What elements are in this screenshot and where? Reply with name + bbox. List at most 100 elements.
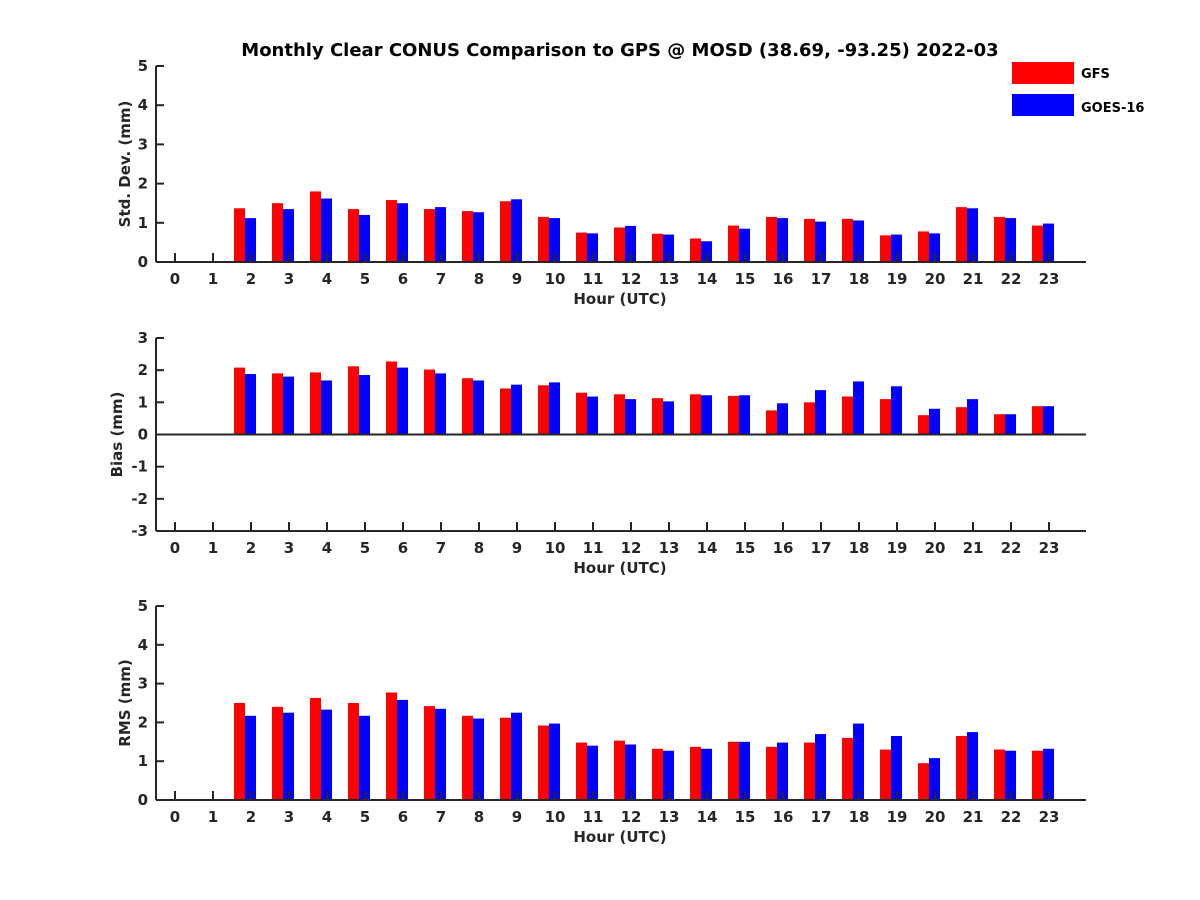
x-tick-label: 13 <box>659 808 680 826</box>
bias-y-axis-label: Bias (mm) <box>108 392 126 478</box>
x-tick-label: 7 <box>436 539 446 557</box>
rms-bar-goes16-hour-18 <box>891 735 902 800</box>
y-tick-label: -3 <box>131 522 148 540</box>
x-tick-label: 17 <box>811 808 832 826</box>
rms-bar-gfs-hour-7 <box>462 715 473 800</box>
x-tick-label: 3 <box>284 539 294 557</box>
std-dev-bar-goes16-hour-11 <box>625 225 636 262</box>
x-tick-label: 2 <box>246 808 256 826</box>
bias-bar-gfs-hour-13 <box>690 394 701 435</box>
x-tick-label: 19 <box>887 808 908 826</box>
std-dev-bar-goes16-hour-13 <box>701 241 712 262</box>
bias-bar-goes16-hour-2 <box>283 376 294 435</box>
y-tick-label: 2 <box>138 713 148 731</box>
std-dev-bar-goes16-hour-18 <box>891 234 902 262</box>
rms-bar-gfs-hour-5 <box>386 692 397 800</box>
x-tick-label: 17 <box>811 270 832 288</box>
std-dev-bar-goes16-hour-8 <box>511 199 522 262</box>
rms-bar-gfs-hour-3 <box>310 697 321 800</box>
x-tick-label: 8 <box>474 270 484 288</box>
bias-bar-gfs-hour-7 <box>462 378 473 435</box>
std-dev-bar-gfs-hour-13 <box>690 238 701 262</box>
std-dev-bar-goes16-hour-4 <box>359 214 370 262</box>
std-dev-bar-goes16-hour-21 <box>1005 218 1016 262</box>
x-tick-label: 4 <box>322 270 332 288</box>
x-tick-label: 1 <box>208 808 218 826</box>
x-tick-label: 17 <box>811 539 832 557</box>
x-tick-label: 8 <box>474 808 484 826</box>
bias-bar-goes16-hour-21 <box>1005 414 1016 435</box>
bias-bar-goes16-hour-3 <box>321 380 332 435</box>
std-dev-bar-gfs-hour-18 <box>880 235 891 262</box>
x-tick-label: 13 <box>659 270 680 288</box>
x-tick-label: 21 <box>963 808 984 826</box>
x-tick-label: 5 <box>360 270 370 288</box>
chart-title: Monthly Clear CONUS Comparison to GPS @ … <box>241 40 998 61</box>
x-tick-label: 6 <box>398 539 408 557</box>
std-dev-y-axis-label: Std. Dev. (mm) <box>116 101 134 228</box>
std-dev-bar-gfs-hour-10 <box>576 232 587 262</box>
bias-bar-gfs-hour-12 <box>652 398 663 435</box>
rms-bar-goes16-hour-11 <box>625 744 636 800</box>
bias-bar-goes16-hour-1 <box>245 374 256 435</box>
std-dev-bar-gfs-hour-12 <box>652 233 663 262</box>
x-tick-label: 10 <box>545 808 566 826</box>
bias-bar-gfs-hour-11 <box>614 394 625 435</box>
rms-bar-gfs-hour-22 <box>1032 750 1043 800</box>
bias-bar-goes16-hour-20 <box>967 399 978 435</box>
std-dev-bar-goes16-hour-12 <box>663 234 674 262</box>
x-tick-label: 23 <box>1039 539 1060 557</box>
rms-bar-gfs-hour-6 <box>424 706 435 800</box>
std-dev-bar-gfs-hour-14 <box>728 225 739 262</box>
bias-bar-goes16-hour-6 <box>435 373 446 435</box>
x-tick-label: 19 <box>887 270 908 288</box>
x-tick-label: 18 <box>849 539 870 557</box>
rms-bar-goes16-hour-7 <box>473 718 484 800</box>
x-tick-label: 0 <box>170 808 180 826</box>
std-dev-bar-gfs-hour-15 <box>766 216 777 262</box>
x-tick-label: 11 <box>583 539 604 557</box>
x-tick-label: 10 <box>545 539 566 557</box>
bias-bar-gfs-hour-22 <box>1032 406 1043 435</box>
x-tick-label: 15 <box>735 808 756 826</box>
bias-bar-gfs-hour-10 <box>576 392 587 435</box>
legend: GFS GOES-16 <box>1012 62 1144 116</box>
y-tick-label: 1 <box>138 752 148 770</box>
bias-bar-goes16-hour-17 <box>853 381 864 435</box>
rms-bar-gfs-hour-20 <box>956 735 967 800</box>
std-dev-bar-gfs-hour-16 <box>804 218 815 262</box>
y-tick-label: 5 <box>138 597 148 615</box>
std-dev-bar-goes16-hour-1 <box>245 218 256 262</box>
x-tick-label: 21 <box>963 539 984 557</box>
rms-bar-goes16-hour-16 <box>815 734 826 800</box>
std-dev-bar-gfs-hour-3 <box>310 191 321 262</box>
bias-bar-gfs-hour-4 <box>348 366 359 435</box>
rms-bar-goes16-hour-8 <box>511 712 522 800</box>
bias-bar-goes16-hour-22 <box>1043 406 1054 435</box>
bias-bar-gfs-hour-14 <box>728 395 739 435</box>
x-tick-label: 4 <box>322 539 332 557</box>
rms-bar-goes16-hour-17 <box>853 723 864 800</box>
y-tick-label: 3 <box>138 675 148 693</box>
rms-bar-gfs-hour-14 <box>728 741 739 800</box>
bias-bar-goes16-hour-5 <box>397 367 408 435</box>
rms-bar-goes16-hour-14 <box>739 741 750 800</box>
std-dev-bar-gfs-hour-17 <box>842 218 853 262</box>
x-tick-label: 9 <box>512 808 522 826</box>
std-dev-bar-gfs-hour-20 <box>956 207 967 262</box>
x-tick-label: 21 <box>963 270 984 288</box>
rms-bar-gfs-hour-13 <box>690 746 701 800</box>
rms-bar-gfs-hour-1 <box>234 703 245 800</box>
x-tick-label: 13 <box>659 539 680 557</box>
std-dev-bar-gfs-hour-7 <box>462 211 473 262</box>
x-tick-label: 3 <box>284 270 294 288</box>
bias-bar-goes16-hour-10 <box>587 396 598 435</box>
x-tick-label: 16 <box>773 539 794 557</box>
rms-bar-gfs-hour-12 <box>652 748 663 800</box>
x-tick-label: 20 <box>925 270 946 288</box>
rms-bar-goes16-hour-4 <box>359 715 370 800</box>
x-tick-label: 12 <box>621 808 642 826</box>
bias-bar-goes16-hour-4 <box>359 374 370 435</box>
